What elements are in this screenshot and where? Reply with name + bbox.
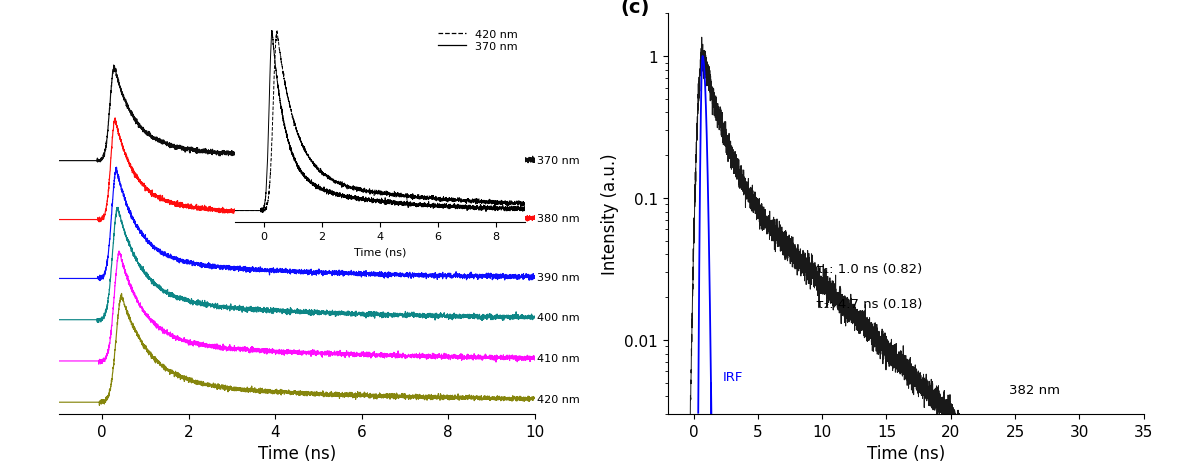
Text: 420 nm: 420 nm (536, 394, 580, 404)
Text: τ₂: 4.7 ns (0.18): τ₂: 4.7 ns (0.18) (816, 298, 922, 310)
Text: IRF: IRF (723, 370, 744, 383)
Text: 382 nm: 382 nm (1008, 384, 1060, 397)
Text: 380 nm: 380 nm (536, 214, 579, 224)
Text: 410 nm: 410 nm (536, 353, 579, 363)
Text: (c): (c) (620, 0, 650, 17)
Y-axis label: Intensity (a.u.): Intensity (a.u.) (601, 154, 619, 275)
X-axis label: Time (ns): Time (ns) (867, 444, 944, 462)
Text: 400 nm: 400 nm (536, 313, 579, 323)
Text: τ₁: 1.0 ns (0.82): τ₁: 1.0 ns (0.82) (816, 263, 922, 276)
X-axis label: Time (ns): Time (ns) (258, 444, 336, 462)
Text: 390 nm: 390 nm (536, 272, 579, 282)
Text: 370 nm: 370 nm (536, 156, 579, 166)
